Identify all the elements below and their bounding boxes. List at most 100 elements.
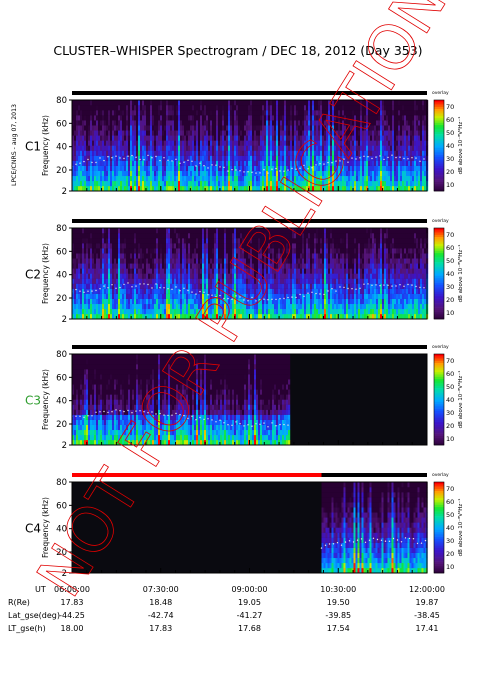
spectrogram-cell	[280, 110, 283, 116]
spectrogram-cell	[126, 268, 129, 274]
spectrogram-cell	[200, 278, 203, 284]
spectrogram-cell	[96, 145, 99, 151]
spectrogram-cell	[202, 105, 205, 111]
spectrogram-cell	[228, 165, 231, 171]
spectrogram-cell	[78, 268, 81, 274]
colorbar-segment	[434, 156, 444, 160]
spectrogram-cell	[274, 125, 277, 131]
spectrogram-cell	[412, 130, 415, 136]
spectrogram-cell	[310, 100, 313, 106]
spectrogram-cell	[328, 180, 331, 187]
spectrogram-cell	[288, 170, 291, 177]
spectrogram-cell	[282, 140, 285, 146]
spectrogram-cell	[144, 298, 147, 305]
spectrogram-cell	[394, 115, 397, 121]
spectrogram-cell	[164, 293, 167, 299]
spectrogram-cell	[180, 175, 183, 182]
spectrogram-cell	[386, 160, 389, 166]
spectrogram-cell	[246, 278, 249, 284]
spectrogram-cell	[232, 185, 235, 192]
spectrogram-cell	[282, 115, 285, 121]
spectrogram-cell	[198, 130, 201, 136]
spectrogram-cell	[178, 115, 181, 121]
spectrogram-cell	[192, 263, 195, 269]
spectrogram-cell	[100, 298, 103, 305]
spectrogram-cell	[230, 278, 233, 284]
spectrogram-cell	[110, 165, 113, 171]
spectrogram-cell	[206, 165, 209, 171]
spectrogram-cell	[126, 115, 129, 121]
spectrogram-cell	[152, 105, 155, 111]
spectrogram-cell	[106, 130, 109, 136]
spectrogram-cell	[164, 120, 167, 126]
colorbar-frame	[433, 99, 445, 192]
spectrogram-cell	[90, 185, 93, 192]
spectrogram-cell	[140, 268, 143, 274]
spectrogram-cell	[194, 273, 197, 279]
spectrogram-cell	[142, 115, 145, 121]
spectrogram-cell	[288, 155, 291, 161]
spectrogram-cell	[102, 278, 105, 284]
spectrogram-cell	[376, 105, 379, 111]
spectrogram-cell	[122, 150, 125, 156]
spectrogram-cell	[348, 145, 351, 151]
spectrogram-cell	[224, 110, 227, 116]
spectrogram-cell	[316, 180, 319, 187]
spectrogram-cell	[72, 185, 75, 192]
spectrogram-cell	[184, 278, 187, 284]
spectrogram-cell	[390, 180, 393, 187]
spectrogram-cell	[416, 100, 419, 106]
spectrogram-cell	[82, 100, 85, 106]
spectrogram-cell	[270, 145, 273, 151]
spectrogram-cell	[132, 238, 135, 244]
spectrogram-cell	[228, 273, 231, 279]
spectrogram-cell	[104, 185, 107, 192]
spectrogram-cell	[84, 110, 87, 116]
spectrogram-cell	[212, 110, 215, 116]
spectrogram-cell	[226, 115, 229, 121]
spectrogram-cell	[232, 160, 235, 166]
spectrogram-cell	[250, 150, 253, 156]
spectrogram-cell	[374, 100, 377, 106]
spectrogram-cell	[188, 130, 191, 136]
spectrogram-cell	[166, 283, 169, 289]
spectrogram-cell	[234, 243, 237, 249]
spectrogram-cell	[416, 125, 419, 131]
spectrogram-cell	[374, 115, 377, 121]
spectrogram-cell	[94, 155, 97, 161]
spectrogram-cell	[398, 130, 401, 136]
spectrogram-cell	[400, 145, 403, 151]
spectrogram-cell	[378, 160, 381, 166]
spectrogram-cell	[228, 185, 231, 192]
spectrogram-cell	[184, 110, 187, 116]
spectrogram-cell	[392, 180, 395, 187]
spectrogram-cell	[232, 303, 235, 310]
spectrogram-cell	[318, 105, 321, 111]
spectrogram-cell	[410, 115, 413, 121]
spectrogram-cell	[180, 120, 183, 126]
spectrogram-cell	[98, 120, 101, 126]
spectrogram-cell	[366, 125, 369, 131]
spectrogram-cell	[192, 135, 195, 141]
spectrogram-cell	[356, 185, 359, 192]
spectrogram-cell	[306, 160, 309, 166]
spectrogram-cell	[406, 125, 409, 131]
spectrogram-cell	[130, 125, 133, 131]
plasma-frequency-point	[275, 167, 277, 170]
spectrogram-cell	[414, 165, 417, 171]
spectrogram-cell	[240, 243, 243, 249]
spectrogram-cell	[378, 145, 381, 151]
spectrogram-cell	[404, 100, 407, 106]
spectrogram-cell	[378, 165, 381, 171]
spectrogram-cell	[116, 115, 119, 121]
spectrogram-cell	[104, 165, 107, 171]
spectrogram-cell	[76, 303, 79, 310]
spectrogram-cell	[138, 233, 141, 239]
plasma-frequency-point	[303, 164, 305, 167]
spectrogram-cell	[378, 115, 381, 121]
spectrogram-cell	[354, 125, 357, 131]
spectrogram-cell	[224, 293, 227, 299]
spectrogram-cell	[174, 253, 177, 259]
spectrogram-cell	[72, 278, 75, 284]
spectrogram-cell	[128, 185, 131, 192]
